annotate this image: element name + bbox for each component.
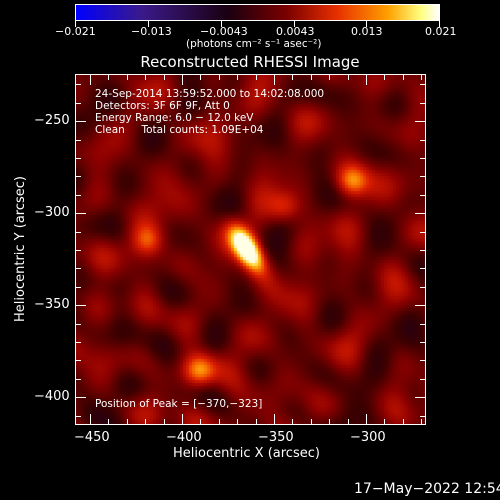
rhessi-image (75, 74, 426, 424)
colorbar-tick-3: −0.0043 (200, 25, 248, 38)
x-tick-350: −350 (258, 430, 294, 445)
x-tick-450: −450 (74, 430, 110, 445)
colorbar-gradient (76, 5, 439, 20)
x-tick-400: −400 (166, 430, 202, 445)
peak-position: Position of Peak = [−370,−323] (95, 398, 263, 410)
info-detectors: Detectors: 3F 6F 9F, Att 0 (95, 100, 230, 112)
colorbar-tick-5: 0.013 (351, 25, 383, 38)
colorbar-tick-2: −0.013 (131, 25, 172, 38)
colorbar-tick-6: 0.021 (425, 25, 457, 38)
info-clean-counts: Clean Total counts: 1.09E+04 (95, 124, 264, 136)
info-time-range: 24-Sep-2014 13:59:52.000 to 14:02:08.000 (95, 88, 325, 100)
colorbar-tick-1: −0.021 (55, 25, 96, 38)
plot-title: Reconstructed RHESSI Image (140, 53, 360, 71)
y-tick-300: −300 (34, 205, 70, 220)
colorbar-tick-4: 0.0043 (276, 25, 315, 38)
timestamp: 17−May−2022 12:54 (354, 481, 500, 497)
y-axis-label: Heliocentric Y (arcsec) (13, 176, 28, 322)
colorbar (75, 4, 440, 21)
colorbar-unit-label: (photons cm⁻² s⁻¹ asec⁻²) (186, 38, 322, 50)
x-tick-300: −300 (350, 430, 386, 445)
y-tick-400: −400 (34, 389, 70, 404)
x-axis-label: Heliocentric X (arcsec) (173, 446, 320, 461)
info-energy-range: Energy Range: 6.0 − 12.0 keV (95, 112, 254, 124)
y-tick-350: −350 (34, 297, 70, 312)
colorbar-ticks (75, 21, 440, 27)
y-tick-250: −250 (34, 113, 70, 128)
